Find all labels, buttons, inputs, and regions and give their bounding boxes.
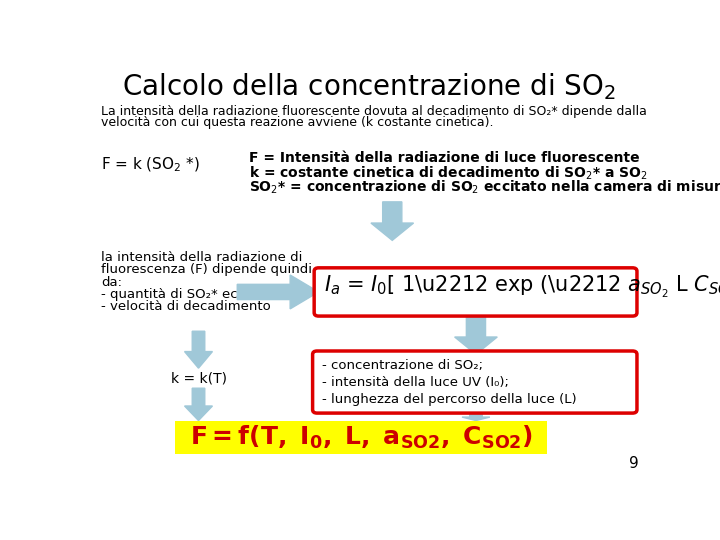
Text: da:: da: <box>101 276 122 289</box>
Text: $\mathbf{F = f(T,\ I_0,\ L,\ a_{SO2},\ C_{SO2})}$: $\mathbf{F = f(T,\ I_0,\ L,\ a_{SO2},\ C… <box>189 423 533 451</box>
FancyBboxPatch shape <box>314 268 637 316</box>
Text: Calcolo della concentrazione di SO$_2$: Calcolo della concentrazione di SO$_2$ <box>122 71 616 102</box>
Text: - intensità della luce UV (I₀);: - intensità della luce UV (I₀); <box>323 376 509 389</box>
Polygon shape <box>454 316 498 354</box>
Text: - quantità di SO₂* eccitato: - quantità di SO₂* eccitato <box>101 288 275 301</box>
Text: la intensità della radiazione di: la intensità della radiazione di <box>101 251 302 264</box>
Text: fluorescenza (F) dipende quindi: fluorescenza (F) dipende quindi <box>101 264 312 276</box>
Polygon shape <box>371 202 413 240</box>
Text: 9: 9 <box>629 456 639 471</box>
FancyBboxPatch shape <box>175 421 547 454</box>
Text: SO$_2$* = concentrazione di SO$_2$ eccitato nella camera di misura: SO$_2$* = concentrazione di SO$_2$ eccit… <box>249 179 720 196</box>
Text: velocità con cui questa reazione avviene (k costante cinetica).: velocità con cui questa reazione avviene… <box>101 116 493 129</box>
Text: La intensità della radiazione fluorescente dovuta al decadimento di SO₂* dipende: La intensità della radiazione fluorescen… <box>101 105 647 118</box>
Polygon shape <box>184 331 212 368</box>
FancyBboxPatch shape <box>312 351 637 413</box>
Text: - concentrazione di SO₂;: - concentrazione di SO₂; <box>323 359 484 372</box>
Text: - lunghezza del percorso della luce (L): - lunghezza del percorso della luce (L) <box>323 393 577 406</box>
Text: k = costante cinetica di decadimento di SO$_2$* a SO$_2$: k = costante cinetica di decadimento di … <box>249 165 647 183</box>
Text: F = k (SO$_2$ *): F = k (SO$_2$ *) <box>101 156 200 174</box>
Polygon shape <box>462 413 490 421</box>
Text: $I_a$ = $I_0$[ 1\u2212 exp (\u2212 $a_{SO_2}$ L $C_{SO_2}$)]: $I_a$ = $I_0$[ 1\u2212 exp (\u2212 $a_{S… <box>324 274 720 300</box>
Text: k = k(T): k = k(T) <box>171 372 228 385</box>
Text: - velocità di decadimento: - velocità di decadimento <box>101 300 271 313</box>
Polygon shape <box>184 388 212 421</box>
Polygon shape <box>238 275 319 309</box>
Text: F = Intensità della radiazione di luce fluorescente: F = Intensità della radiazione di luce f… <box>249 151 639 165</box>
